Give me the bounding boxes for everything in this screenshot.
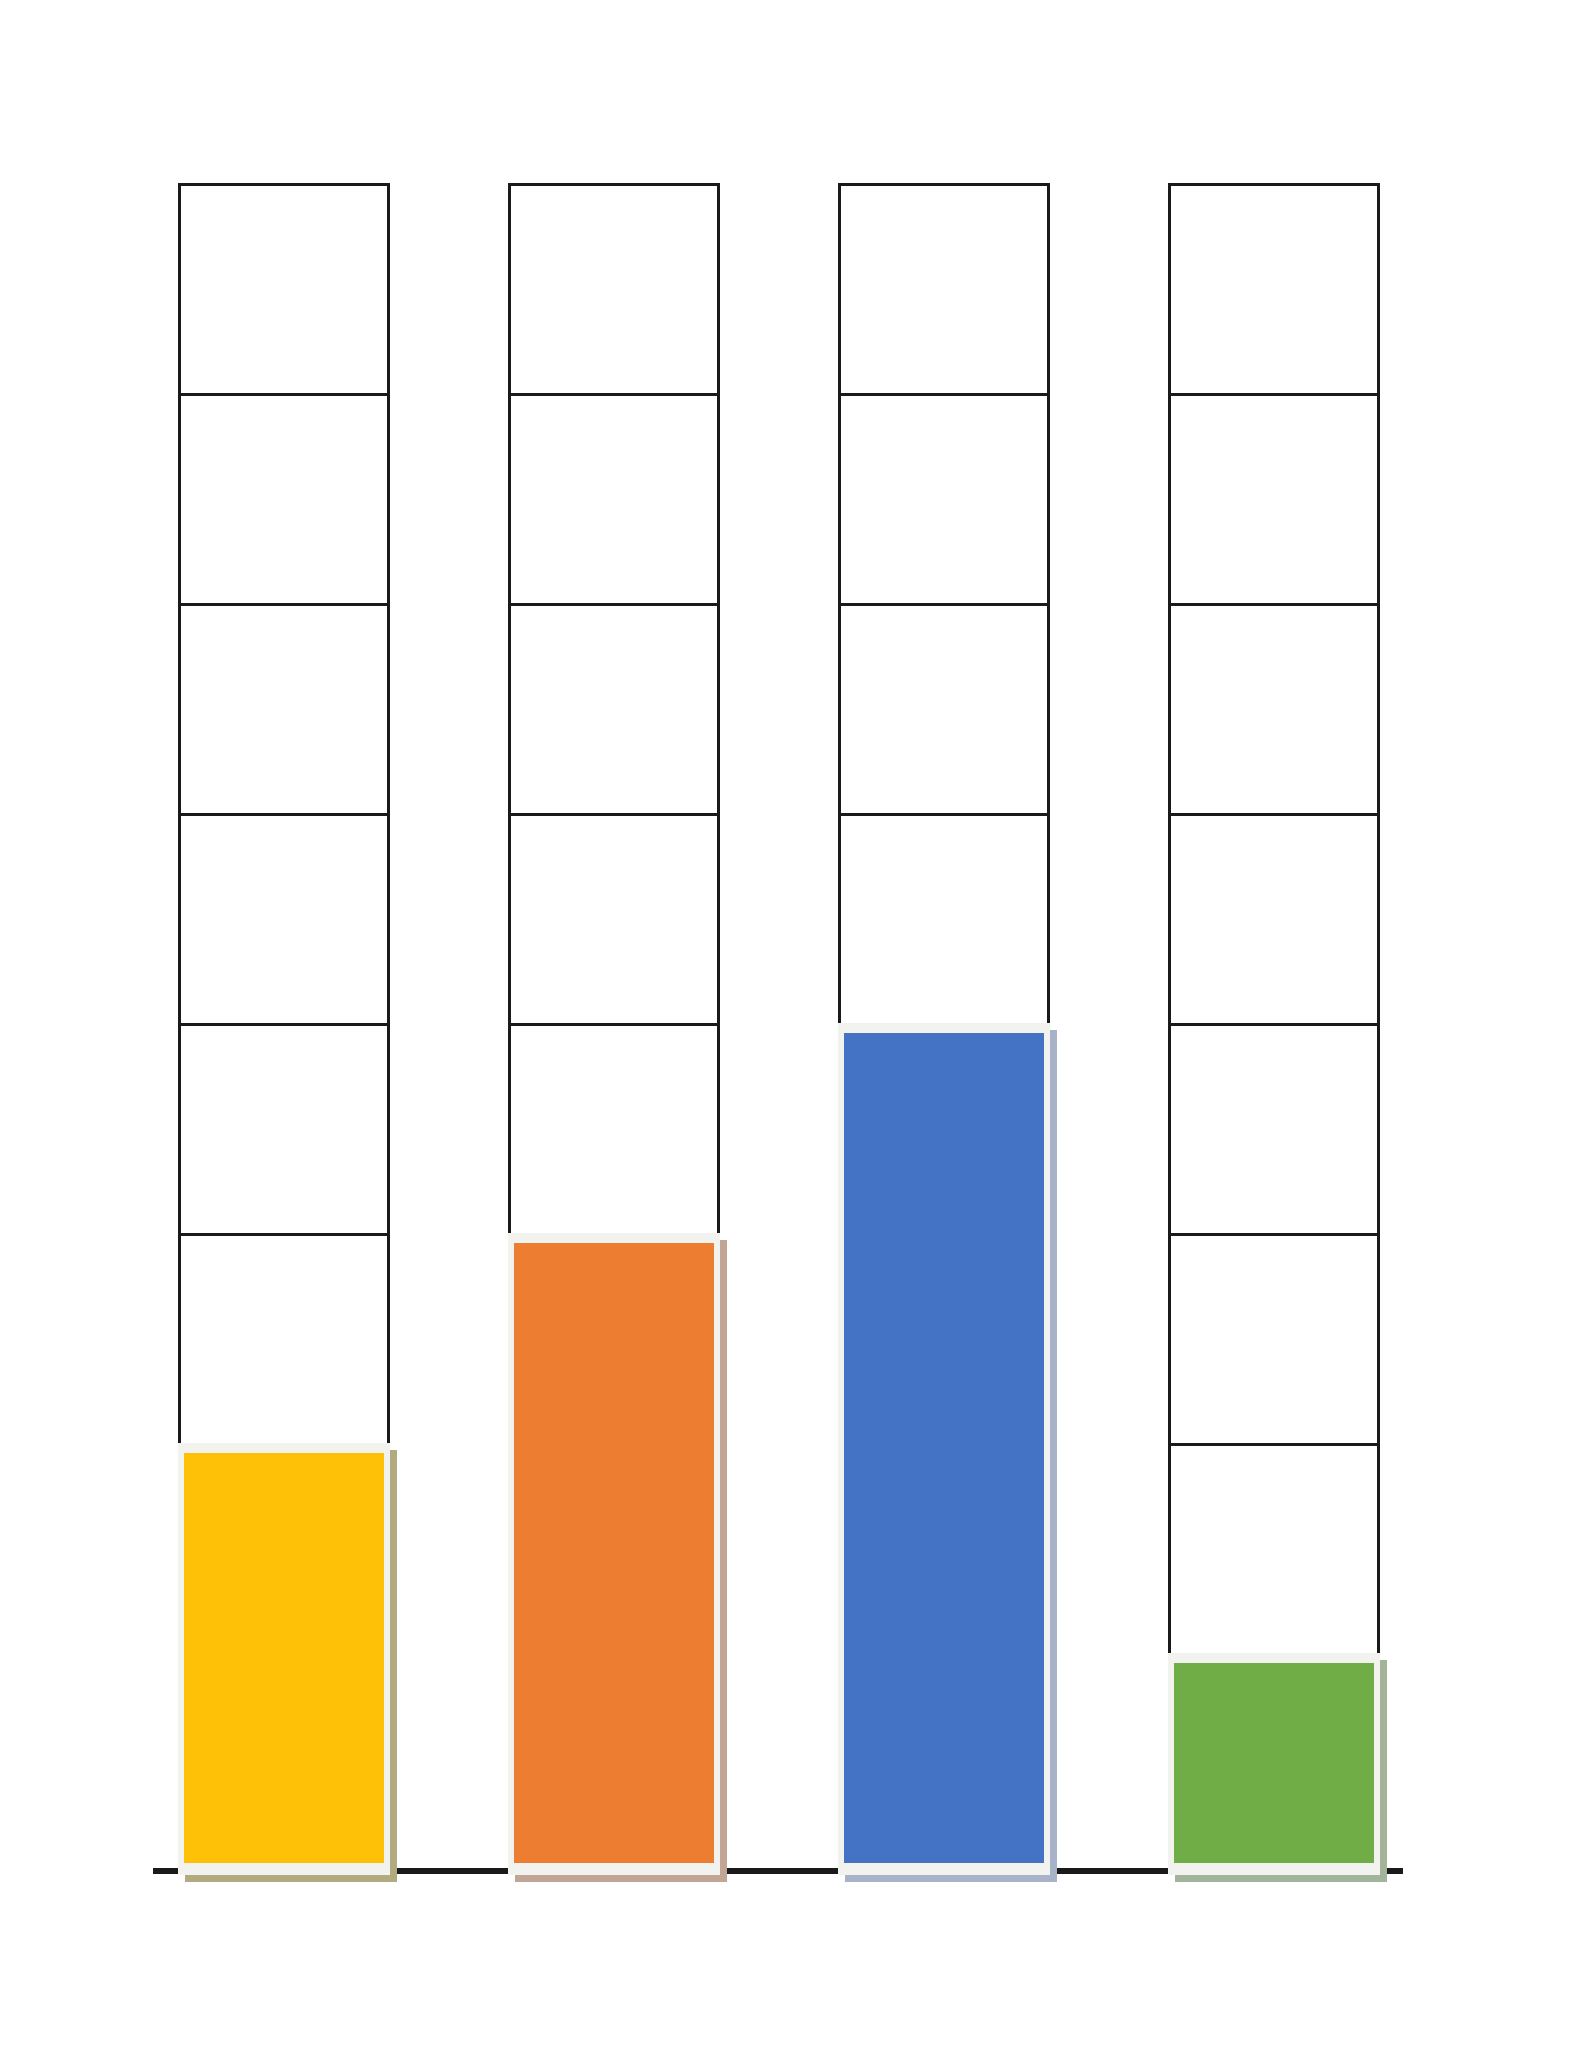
grid-line-horizontal xyxy=(1168,183,1380,186)
grid-line-horizontal xyxy=(508,183,720,186)
grid-column-left-edge xyxy=(1168,183,1171,1656)
grid-line-horizontal xyxy=(838,393,1050,396)
grid-line-horizontal xyxy=(178,813,390,816)
grid-line-horizontal xyxy=(178,1233,390,1236)
grid-line-horizontal xyxy=(838,183,1050,186)
grid-line-horizontal xyxy=(178,393,390,396)
grid-line-horizontal xyxy=(508,1023,720,1026)
grid-line-horizontal xyxy=(1168,813,1380,816)
yellow-bar xyxy=(184,1453,384,1863)
grid-line-horizontal xyxy=(838,603,1050,606)
grid-line-horizontal xyxy=(1168,1023,1380,1026)
grid-line-horizontal xyxy=(1168,393,1380,396)
orange-bar xyxy=(514,1243,714,1863)
grid-line-horizontal xyxy=(178,1023,390,1026)
grid-line-horizontal xyxy=(508,393,720,396)
grid-line-horizontal xyxy=(838,813,1050,816)
grid-line-horizontal xyxy=(1168,1233,1380,1236)
grid-line-horizontal xyxy=(1168,1443,1380,1446)
grid-line-horizontal xyxy=(508,603,720,606)
grid-line-horizontal xyxy=(508,813,720,816)
blue-bar xyxy=(844,1033,1044,1863)
grid-column-left-edge xyxy=(508,183,511,1236)
grid-line-horizontal xyxy=(178,603,390,606)
green-bar xyxy=(1174,1663,1374,1863)
x-axis-line xyxy=(153,1868,1403,1874)
grid-column-right-edge xyxy=(717,183,720,1236)
grid-line-horizontal xyxy=(178,183,390,186)
grid-column-right-edge xyxy=(1377,183,1380,1656)
grid-line-horizontal xyxy=(1168,603,1380,606)
